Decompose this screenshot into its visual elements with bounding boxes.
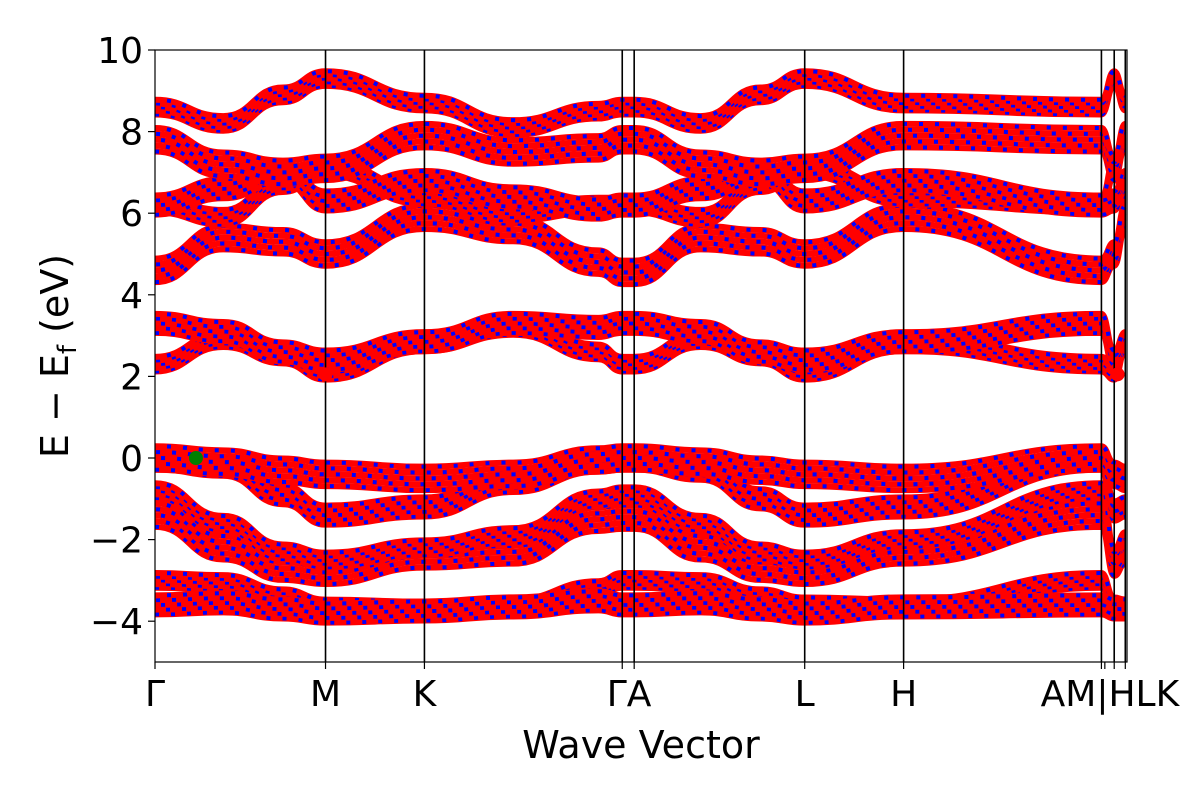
band-line [155,494,1127,571]
band-line-projection [155,139,1127,181]
band-line [155,517,1127,582]
y-tick-label: 2 [120,357,143,398]
y-axis-label-unit: (eV) [33,254,77,345]
band-line-projection [155,209,1127,269]
x-tick-label: K [413,674,438,715]
band-line [155,454,1126,482]
band-line [155,310,1127,354]
band-line-projection [155,589,1126,606]
x-tick-label: M [310,674,341,715]
band-line-projection [155,450,1126,475]
band-line-projection [155,165,1127,207]
band-line [155,570,1126,605]
y-tick-label: 6 [120,194,143,235]
band-line-projection [155,321,1127,371]
x-axis-label: Wave Vector [522,723,760,767]
band-line-projection [155,461,1126,487]
band-line [155,174,1127,217]
band-line [155,328,1127,379]
x-tick-label: AM|HLK [1041,674,1181,715]
bands-layer [155,68,1127,626]
y-tick-label: 10 [97,31,143,72]
band-line-projection [155,69,1127,123]
y-tick-label: 0 [120,439,143,480]
band-line [155,331,1127,383]
band-line-projection [155,121,1127,163]
band-line [155,597,1126,617]
band-line [155,325,1127,368]
band-line [155,491,1127,567]
band-line-projection [155,330,1127,372]
band-line-projection [155,316,1127,358]
band-line-projection [155,72,1127,126]
band-line-projection [155,574,1126,608]
plot-frame [154,49,1128,663]
x-axis-ticks: Γ M K ΓA L H AM|HLK [145,662,1181,715]
band-line-projection [155,145,1127,187]
x-tick-label: H [890,674,917,715]
extrema-markers [188,367,1125,465]
band-line-projection [155,458,1126,518]
band-line-projection [155,507,1126,569]
band-line-projection [155,133,1127,175]
y-axis-ticks: −4 −2 0 2 4 6 8 10 [90,31,155,643]
y-axis-label-subscript: f [53,344,83,354]
band-line-projection [155,179,1127,221]
band-line [155,226,1127,288]
band-line [155,483,1127,560]
band-line-projection [155,321,1127,363]
band-line-projection [155,127,1127,169]
band-line-projection [155,513,1126,575]
band-line-projection [155,524,1126,586]
band-line-projection [155,603,1126,620]
y-axis-label: E − Ef (eV) [33,254,83,458]
y-tick-label: −2 [90,521,143,562]
band-line-projection [155,444,1126,469]
band-line-projection [155,608,1126,625]
x-tick-label: Γ [145,674,165,715]
band-line [155,466,1126,494]
y-tick-label: 4 [120,276,143,317]
x-tick-label: L [795,674,815,715]
band-line-projection [155,594,1126,611]
y-tick-label: −4 [90,602,143,643]
band-line [155,480,1127,556]
extremum-marker [188,451,203,465]
band-line [155,169,1127,213]
extremum-marker [1110,367,1125,382]
band-line-projection [155,488,1126,563]
band-line-projection [155,215,1127,275]
x-tick-label: ΓA [607,674,652,715]
band-line-projection [155,221,1127,281]
y-tick-label: 8 [120,113,143,154]
extremum-marker [318,367,333,382]
kpoint-lines [324,50,1127,662]
band-line [155,202,1127,264]
y-axis-label-main: E − E [33,354,77,458]
